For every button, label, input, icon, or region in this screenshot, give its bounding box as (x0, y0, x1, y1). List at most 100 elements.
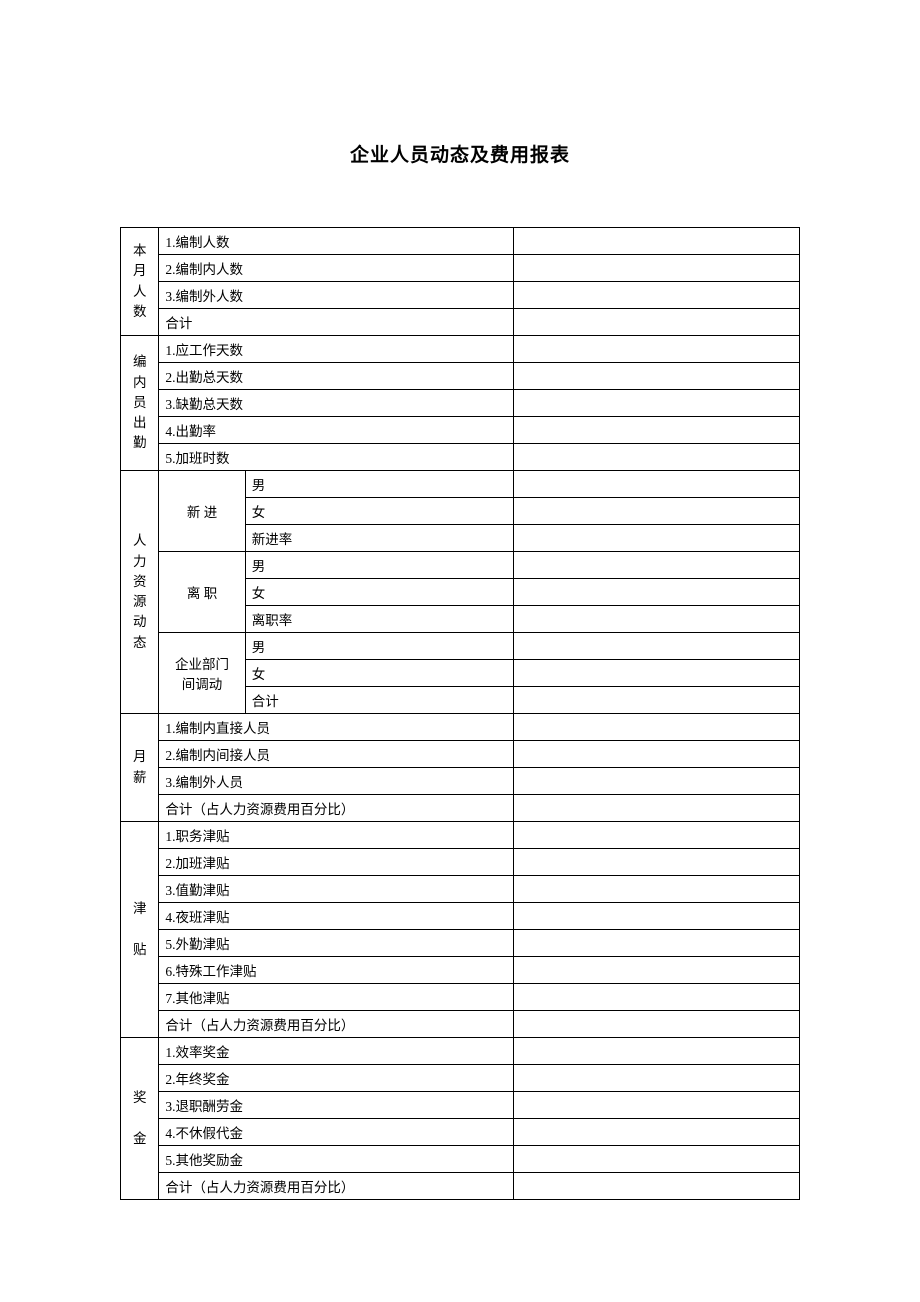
table-row: 合计（占人力资源费用百分比） (121, 1011, 800, 1038)
row-value (514, 552, 800, 579)
row-label: 4.出勤率 (159, 417, 514, 444)
row-value (514, 903, 800, 930)
table-row: 奖金 1.效率奖金 (121, 1038, 800, 1065)
row-label: 7.其他津贴 (159, 984, 514, 1011)
table-row: 5.加班时数 (121, 444, 800, 471)
row-label: 合计（占人力资源费用百分比） (159, 1011, 514, 1038)
page-title: 企业人员动态及费用报表 (120, 140, 800, 167)
row-value (514, 417, 800, 444)
row-label: 女 (245, 579, 514, 606)
row-value (514, 714, 800, 741)
table-row: 合计（占人力资源费用百分比） (121, 795, 800, 822)
row-label: 离职率 (245, 606, 514, 633)
row-value (514, 876, 800, 903)
row-value (514, 1065, 800, 1092)
row-label: 新进率 (245, 525, 514, 552)
row-label: 女 (245, 660, 514, 687)
table-row: 本月人数 1.编制人数 (121, 228, 800, 255)
row-value (514, 660, 800, 687)
row-value (514, 849, 800, 876)
row-label: 1.编制人数 (159, 228, 514, 255)
row-label: 合计 (245, 687, 514, 714)
row-value (514, 606, 800, 633)
row-value (514, 1173, 800, 1200)
row-label: 男 (245, 471, 514, 498)
table-row: 3.值勤津贴 (121, 876, 800, 903)
row-label: 1.编制内直接人员 (159, 714, 514, 741)
report-table: 本月人数 1.编制人数 2.编制内人数 3.编制外人数 合计 编内员出勤 1.应… (120, 227, 800, 1200)
row-label: 合计 (159, 309, 514, 336)
row-value (514, 768, 800, 795)
row-label: 6.特殊工作津贴 (159, 957, 514, 984)
row-value (514, 1038, 800, 1065)
row-label: 女 (245, 498, 514, 525)
row-value (514, 390, 800, 417)
row-value (514, 957, 800, 984)
category-monthly-count: 本月人数 (121, 228, 159, 336)
row-value (514, 498, 800, 525)
row-label: 4.夜班津贴 (159, 903, 514, 930)
row-value (514, 795, 800, 822)
row-value (514, 444, 800, 471)
subcategory-transfer: 企业部门间调动 (159, 633, 245, 714)
row-label: 1.职务津贴 (159, 822, 514, 849)
row-value (514, 1146, 800, 1173)
row-label: 合计（占人力资源费用百分比） (159, 1173, 514, 1200)
row-label: 5.其他奖励金 (159, 1146, 514, 1173)
row-label: 1.应工作天数 (159, 336, 514, 363)
row-value (514, 984, 800, 1011)
table-row: 月薪 1.编制内直接人员 (121, 714, 800, 741)
row-label: 男 (245, 552, 514, 579)
row-value (514, 471, 800, 498)
row-label: 1.效率奖金 (159, 1038, 514, 1065)
row-value (514, 741, 800, 768)
subcategory-new-hire: 新 进 (159, 471, 245, 552)
table-row: 2.加班津贴 (121, 849, 800, 876)
row-value (514, 336, 800, 363)
row-value (514, 525, 800, 552)
table-row: 离 职 男 (121, 552, 800, 579)
table-row: 2.年终奖金 (121, 1065, 800, 1092)
table-row: 4.不休假代金 (121, 1119, 800, 1146)
table-row: 5.外勤津贴 (121, 930, 800, 957)
table-row: 编内员出勤 1.应工作天数 (121, 336, 800, 363)
row-label: 5.外勤津贴 (159, 930, 514, 957)
row-label: 3.退职酬劳金 (159, 1092, 514, 1119)
table-row: 3.退职酬劳金 (121, 1092, 800, 1119)
category-hr-dynamics: 人力资源动态 (121, 471, 159, 714)
table-row: 津贴 1.职务津贴 (121, 822, 800, 849)
row-value (514, 579, 800, 606)
category-allowance: 津贴 (121, 822, 159, 1038)
table-row: 2.编制内间接人员 (121, 741, 800, 768)
table-row: 企业部门间调动 男 (121, 633, 800, 660)
row-value (514, 822, 800, 849)
row-label: 2.出勤总天数 (159, 363, 514, 390)
table-row: 4.出勤率 (121, 417, 800, 444)
table-row: 2.出勤总天数 (121, 363, 800, 390)
row-label: 5.加班时数 (159, 444, 514, 471)
category-monthly-salary: 月薪 (121, 714, 159, 822)
category-bonus: 奖金 (121, 1038, 159, 1200)
row-label: 3.编制外人数 (159, 282, 514, 309)
row-value (514, 1011, 800, 1038)
row-label: 4.不休假代金 (159, 1119, 514, 1146)
row-value (514, 1119, 800, 1146)
row-value (514, 309, 800, 336)
table-row: 7.其他津贴 (121, 984, 800, 1011)
subcategory-resign: 离 职 (159, 552, 245, 633)
row-label: 男 (245, 633, 514, 660)
row-label: 2.编制内人数 (159, 255, 514, 282)
table-row: 6.特殊工作津贴 (121, 957, 800, 984)
row-label: 3.编制外人员 (159, 768, 514, 795)
table-row: 合计（占人力资源费用百分比） (121, 1173, 800, 1200)
table-row: 4.夜班津贴 (121, 903, 800, 930)
table-row: 3.缺勤总天数 (121, 390, 800, 417)
row-value (514, 1092, 800, 1119)
row-label: 2.加班津贴 (159, 849, 514, 876)
table-row: 3.编制外人数 (121, 282, 800, 309)
row-value (514, 255, 800, 282)
row-value (514, 930, 800, 957)
row-value (514, 363, 800, 390)
row-value (514, 633, 800, 660)
row-value (514, 228, 800, 255)
